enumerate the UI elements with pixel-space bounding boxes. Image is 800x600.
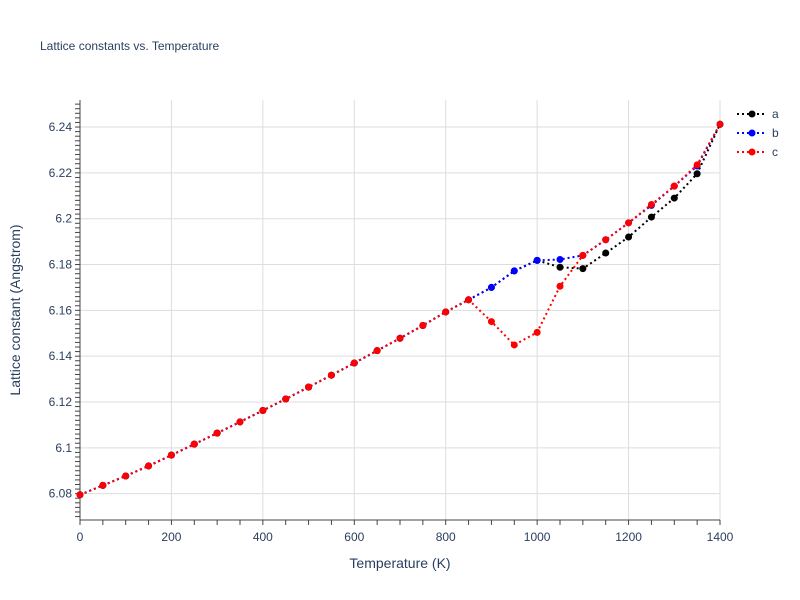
data-point-c: [670, 182, 678, 190]
y-tick-label: 6.1: [55, 441, 72, 455]
x-tick-label: 800: [436, 530, 456, 544]
x-tick-label: 0: [77, 530, 84, 544]
y-tick-label: 6.22: [49, 166, 73, 180]
data-point-c: [213, 429, 221, 437]
data-point-c: [145, 462, 153, 470]
data-point-a: [670, 194, 678, 202]
data-point-c: [647, 200, 655, 208]
data-point-b: [510, 267, 518, 275]
legend-label-c: c: [772, 145, 778, 159]
legend-label-a: a: [772, 107, 779, 121]
legend-item-b: b: [737, 126, 779, 140]
data-point-c: [625, 219, 633, 227]
data-point-c: [693, 161, 701, 169]
series-b: [76, 120, 724, 499]
data-point-c: [327, 371, 335, 379]
data-point-c: [442, 308, 450, 316]
legend-label-b: b: [772, 126, 779, 140]
legend-marker-b: [748, 129, 756, 137]
data-point-c: [396, 334, 404, 342]
data-point-c: [259, 406, 267, 414]
legend-marker-c: [748, 148, 756, 156]
x-tick-label: 400: [253, 530, 273, 544]
data-point-c: [556, 282, 564, 290]
data-point-c: [716, 120, 724, 128]
data-point-a: [693, 170, 701, 178]
data-point-c: [305, 383, 313, 391]
data-point-c: [99, 481, 107, 489]
y-tick-label: 6.24: [49, 120, 73, 134]
data-point-c: [510, 341, 518, 349]
y-tick-label: 6.12: [49, 395, 73, 409]
data-point-b: [556, 255, 564, 263]
data-point-a: [625, 233, 633, 241]
y-tick-label: 6.08: [49, 487, 73, 501]
data-point-c: [167, 451, 175, 459]
data-point-b: [533, 256, 541, 264]
axes: [75, 100, 721, 525]
x-tick-label: 600: [344, 530, 364, 544]
series-c: [76, 120, 724, 499]
data-point-a: [556, 263, 564, 271]
y-axis-ticks: 6.08 6.1 6.12 6.14 6.16 6.18 6.2 6.22 6.24: [49, 120, 73, 501]
data-point-c: [533, 328, 541, 336]
data-point-c: [122, 472, 130, 480]
data-point-c: [602, 236, 610, 244]
legend-marker-a: [748, 110, 756, 118]
data-point-c: [419, 321, 427, 329]
y-tick-label: 6.2: [55, 212, 72, 226]
x-tick-label: 200: [161, 530, 181, 544]
data-point-c: [350, 359, 358, 367]
data-point-a: [602, 249, 610, 257]
data-point-c: [465, 296, 473, 304]
series-a: [76, 120, 724, 499]
y-tick-label: 6.18: [49, 258, 73, 272]
series-group: [76, 120, 724, 499]
grid: [80, 100, 721, 520]
y-tick-label: 6.14: [49, 349, 73, 363]
x-tick-label: 1200: [615, 530, 642, 544]
data-point-c: [190, 440, 198, 448]
series-line-a: [79, 123, 721, 496]
legend: abc: [737, 107, 779, 159]
data-point-c: [76, 491, 84, 499]
legend-item-c: c: [737, 145, 778, 159]
data-point-c: [373, 347, 381, 355]
data-point-c: [487, 318, 495, 326]
data-point-c: [282, 395, 290, 403]
data-point-a: [579, 265, 587, 273]
x-axis-ticks: 0 200 400 600 800 1000 1200 1400: [77, 530, 734, 544]
legend-item-a: a: [737, 107, 779, 121]
y-axis-title: Lattice constant (Angstrom): [7, 224, 23, 395]
series-line-c: [79, 123, 721, 496]
chart-title: Lattice constants vs. Temperature: [40, 39, 220, 53]
data-point-c: [236, 418, 244, 426]
series-line-b: [79, 123, 721, 496]
y-tick-label: 6.16: [49, 303, 73, 317]
data-point-c: [579, 251, 587, 259]
x-tick-label: 1000: [524, 530, 551, 544]
data-point-b: [487, 283, 495, 291]
x-tick-label: 1400: [707, 530, 734, 544]
data-point-a: [647, 213, 655, 221]
x-axis-title: Temperature (K): [349, 555, 450, 571]
